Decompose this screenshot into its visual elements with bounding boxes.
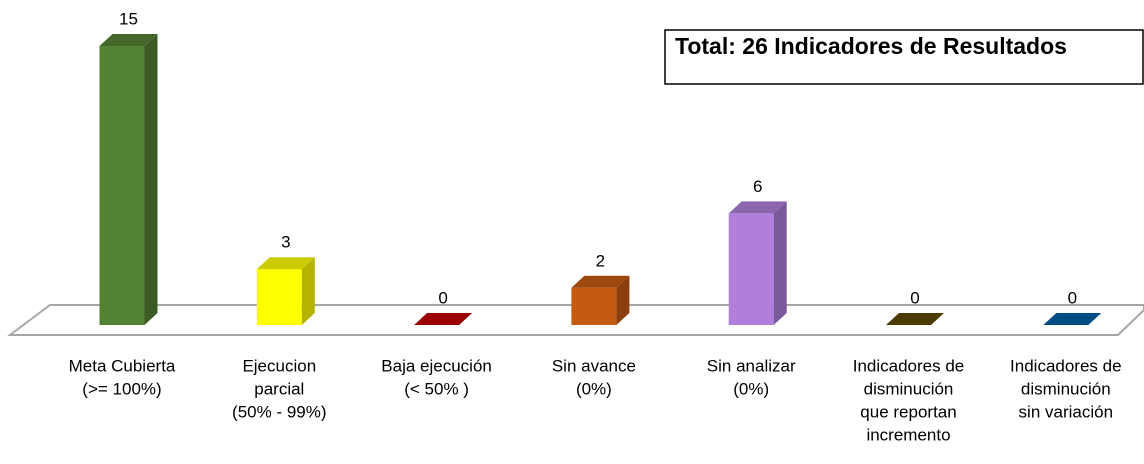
bar-top	[99, 34, 158, 46]
data-label: 6	[753, 177, 762, 196]
bar-front	[99, 46, 145, 325]
bar	[414, 313, 473, 325]
x-tick-label: Sin analizar	[707, 356, 796, 375]
x-tick-label: (0%)	[576, 379, 612, 398]
bar-front	[256, 269, 302, 325]
bar-top	[256, 257, 315, 270]
x-tick-label: Indicadores de	[1010, 356, 1122, 375]
bar	[886, 313, 944, 325]
x-tick-label: parcial	[254, 379, 304, 398]
data-label: 2	[596, 251, 605, 270]
title-box	[664, 29, 1144, 85]
bar	[728, 201, 787, 325]
x-tick-label: (< 50% )	[404, 379, 469, 398]
bar	[571, 275, 630, 325]
bar	[99, 34, 158, 325]
x-tick-label: (0%)	[733, 379, 769, 398]
x-tick-label: Indicadores de	[853, 356, 965, 375]
x-tick-label: Baja ejecución	[381, 356, 492, 375]
x-tick-label: incremento	[866, 425, 950, 444]
chart-title: Total: 26 Indicadores de Resultados	[675, 33, 1067, 59]
data-label: 0	[438, 288, 447, 307]
bar-side	[773, 201, 787, 325]
x-tick-label: (50% - 99%)	[232, 402, 326, 421]
bar-top	[886, 313, 944, 325]
x-tick-label: Ejecucion	[242, 356, 316, 375]
x-tick-label: Meta Cubierta	[69, 356, 176, 375]
x-tick-label: sin variación	[1019, 402, 1114, 421]
bar-side	[301, 257, 315, 325]
bar-side	[144, 34, 158, 325]
x-tick-label: que reportan	[860, 402, 956, 421]
x-tick-label: Sin avance	[552, 356, 636, 375]
data-label: 3	[281, 233, 290, 252]
bar-front	[728, 213, 774, 325]
data-label: 15	[119, 9, 138, 28]
data-label: 0	[910, 288, 919, 307]
bar-top	[414, 313, 473, 325]
bar	[1043, 313, 1102, 325]
bar-front	[571, 287, 617, 325]
bar-side	[616, 275, 630, 325]
x-tick-label: disminución	[864, 379, 954, 398]
bar-top	[728, 201, 787, 214]
data-label: 0	[1068, 288, 1077, 307]
bar-top	[1043, 313, 1102, 325]
x-tick-label: (>= 100%)	[82, 379, 161, 398]
x-tick-label: disminución	[1021, 379, 1111, 398]
bar	[256, 257, 315, 325]
bar-top	[571, 275, 630, 288]
